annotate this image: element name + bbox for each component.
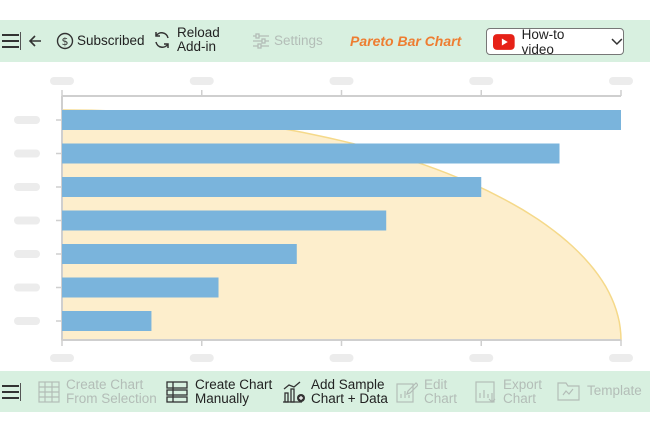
- dollar-icon: $: [56, 32, 74, 50]
- howto-video-dropdown[interactable]: How-to video: [486, 26, 624, 57]
- bottom-menu-icon[interactable]: [2, 384, 20, 400]
- reload-label-line1: Reload: [177, 25, 220, 40]
- create-manually-line1: Create Chart: [195, 377, 273, 392]
- create-from-selection-line1: Create Chart: [66, 377, 144, 392]
- table-selection-icon: [38, 381, 60, 403]
- bar-5: [62, 244, 297, 264]
- edit-chart-button[interactable]: Edit Chart: [396, 378, 457, 406]
- reload-label-line2: Add-in: [177, 39, 217, 54]
- subscribed-label: Subscribed: [77, 33, 145, 48]
- bar-1: [62, 110, 621, 130]
- bottom-tick-label-placeholder: [469, 354, 494, 362]
- edit-chart-icon: [396, 382, 418, 403]
- top-tick-label-placeholder: [50, 77, 74, 85]
- reload-addin-button[interactable]: Reload Add-in: [152, 26, 220, 54]
- top-tick-label-placeholder: [469, 77, 494, 85]
- pareto-chart: [14, 77, 633, 362]
- bottom-tick-label-placeholder: [609, 354, 633, 362]
- divider: [20, 32, 22, 50]
- create-chart-from-selection-button[interactable]: Create Chart From Selection: [38, 378, 157, 406]
- top-tick-label-placeholder: [609, 77, 633, 85]
- bar-6: [62, 277, 219, 298]
- edit-line1: Edit: [424, 377, 448, 392]
- export-chart-icon: [475, 381, 496, 403]
- bottom-divider: [20, 383, 22, 401]
- settings-sliders-icon: [253, 33, 269, 49]
- edit-line2: Chart: [424, 391, 458, 406]
- howto-video-label: How-to video: [521, 26, 565, 57]
- category-label-placeholder: [14, 250, 40, 258]
- top-tick-label-placeholder: [329, 77, 354, 85]
- settings-label: Settings: [274, 33, 323, 48]
- create-chart-manually-button[interactable]: Create Chart Manually: [166, 378, 272, 406]
- svg-text:$: $: [62, 35, 69, 48]
- bar-3: [62, 177, 482, 197]
- add-sample-chart-button[interactable]: Add Sample Chart + Data: [282, 378, 388, 406]
- template-label: Template: [587, 383, 642, 398]
- bottom-toolbar: Create Chart From Selection Create Chart…: [0, 371, 650, 412]
- category-label-placeholder: [14, 149, 40, 158]
- category-label-placeholder: [14, 116, 40, 124]
- sample-chart-icon: [283, 381, 305, 403]
- export-line1: Export: [503, 377, 543, 392]
- export-chart-button[interactable]: Export Chart: [475, 378, 542, 406]
- settings-button[interactable]: Settings: [252, 33, 323, 49]
- menu-icon[interactable]: [2, 33, 20, 49]
- category-label-placeholder: [14, 216, 40, 225]
- youtube-icon: [493, 33, 515, 50]
- chart-type-title: Pareto Bar Chart: [350, 33, 462, 49]
- bar-2: [62, 143, 560, 164]
- chevron-down-icon: [611, 38, 623, 45]
- add-sample-line1: Add Sample: [311, 377, 385, 392]
- category-label-placeholder: [14, 317, 40, 325]
- category-label-placeholder: [14, 183, 40, 191]
- table-manual-icon: [166, 381, 188, 403]
- reload-icon: [155, 32, 169, 48]
- top-toolbar: $ Subscribed Reload Add-in Settings Pare…: [0, 20, 650, 62]
- bar-4: [62, 210, 387, 231]
- subscribed-button[interactable]: $ Subscribed: [56, 32, 145, 50]
- create-from-selection-line2: From Selection: [66, 391, 157, 406]
- create-manually-line2: Manually: [195, 391, 250, 406]
- add-sample-line2: Chart + Data: [311, 391, 388, 406]
- bottom-tick-label-placeholder: [329, 354, 354, 362]
- back-arrow-icon[interactable]: [27, 33, 43, 49]
- template-folder-icon: [557, 382, 580, 401]
- category-label-placeholder: [14, 283, 40, 292]
- chart-area: [0, 62, 650, 371]
- bottom-tick-label-placeholder: [189, 354, 214, 362]
- top-tick-label-placeholder: [189, 77, 214, 85]
- template-button[interactable]: Template: [557, 380, 642, 402]
- export-line2: Chart: [503, 391, 537, 406]
- bar-7: [62, 311, 152, 331]
- bottom-tick-label-placeholder: [50, 354, 74, 362]
